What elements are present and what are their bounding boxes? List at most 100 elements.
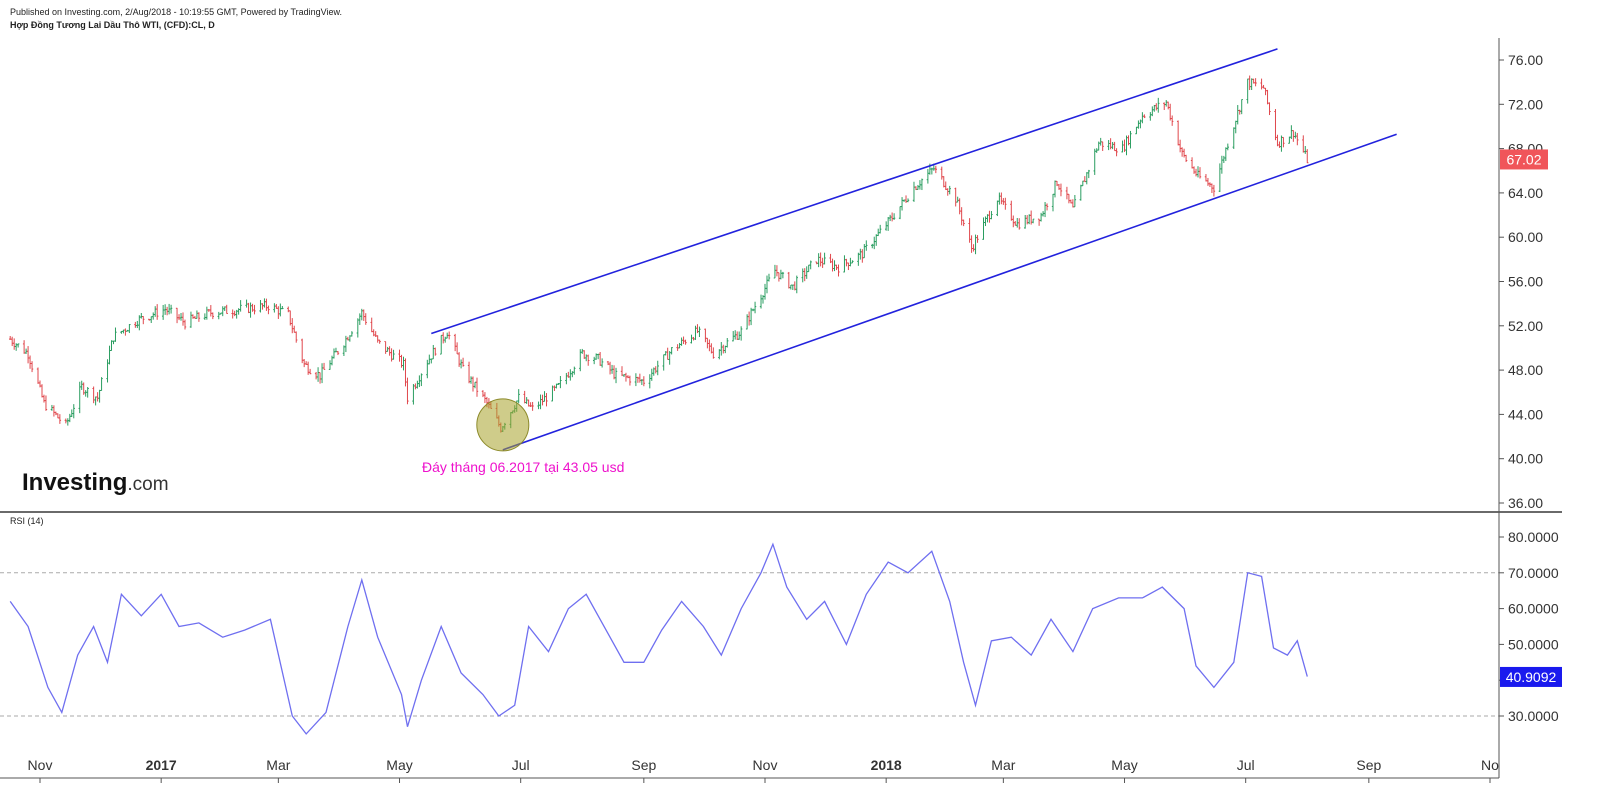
candle bbox=[984, 216, 987, 227]
candle bbox=[1224, 147, 1228, 162]
candle bbox=[1246, 78, 1249, 104]
candle bbox=[712, 347, 715, 359]
time-tick-label: May bbox=[386, 757, 412, 773]
candle bbox=[1268, 102, 1271, 116]
candle bbox=[1212, 184, 1216, 197]
candle bbox=[531, 401, 534, 411]
candle bbox=[457, 352, 461, 367]
candle bbox=[1232, 127, 1235, 149]
time-tick-label: Nov bbox=[28, 757, 53, 773]
price-axis: 76.0072.0068.0064.0060.0056.0052.0048.00… bbox=[1499, 52, 1543, 511]
rsi-line bbox=[9, 542, 1308, 735]
last-price-label: 67.02 bbox=[1506, 151, 1541, 167]
candle bbox=[44, 395, 48, 411]
candle bbox=[1018, 218, 1021, 230]
candle bbox=[690, 334, 693, 344]
candle bbox=[100, 377, 103, 391]
candle bbox=[634, 373, 638, 387]
candle bbox=[608, 361, 612, 375]
candle bbox=[124, 328, 127, 336]
candle bbox=[612, 365, 616, 380]
candle bbox=[1220, 155, 1224, 174]
candle bbox=[1250, 78, 1253, 91]
candle bbox=[444, 336, 447, 343]
candle bbox=[432, 344, 435, 360]
candle bbox=[539, 394, 542, 410]
candle bbox=[318, 372, 322, 384]
candle bbox=[1073, 194, 1077, 208]
candle bbox=[569, 369, 572, 381]
candle bbox=[30, 361, 34, 373]
candle bbox=[614, 367, 618, 384]
candle bbox=[956, 196, 959, 203]
candle bbox=[177, 314, 181, 321]
candle bbox=[154, 306, 157, 317]
candle bbox=[859, 248, 862, 260]
candle bbox=[161, 304, 165, 320]
candle bbox=[253, 304, 256, 315]
svg-text:Investing.com: Investing.com bbox=[22, 469, 169, 496]
candle bbox=[92, 386, 95, 404]
candle bbox=[1236, 105, 1239, 125]
candle bbox=[350, 331, 354, 337]
price-tick-label: 44.00 bbox=[1508, 406, 1543, 422]
candle bbox=[819, 252, 822, 267]
candle bbox=[704, 328, 707, 343]
candle bbox=[551, 385, 554, 402]
rsi-series bbox=[9, 542, 1308, 735]
candle bbox=[1238, 109, 1241, 115]
candle bbox=[469, 376, 473, 384]
chart-header: Published on Investing.com, 2/Aug/2018 -… bbox=[10, 6, 342, 32]
candle bbox=[767, 273, 771, 282]
candle bbox=[211, 312, 215, 320]
time-tick-label: Nov bbox=[753, 757, 778, 773]
candle bbox=[726, 337, 729, 348]
candle bbox=[1274, 109, 1277, 141]
candle bbox=[316, 367, 320, 382]
price-tick-label: 76.00 bbox=[1508, 52, 1543, 68]
candle bbox=[1024, 215, 1027, 229]
candle bbox=[221, 306, 224, 317]
candle bbox=[628, 375, 632, 386]
price-tick-label: 36.00 bbox=[1508, 495, 1543, 511]
candle bbox=[1087, 169, 1090, 179]
candle bbox=[10, 336, 14, 347]
time-tick-label: Mar bbox=[991, 757, 1015, 773]
candle bbox=[656, 360, 659, 376]
candle bbox=[1115, 148, 1118, 157]
candle bbox=[900, 197, 904, 211]
candle bbox=[739, 326, 743, 341]
rsi-tick-label: 30.0000 bbox=[1508, 708, 1559, 724]
candle bbox=[998, 192, 1001, 205]
candle bbox=[1304, 146, 1307, 154]
candle bbox=[888, 214, 892, 222]
candle bbox=[293, 325, 296, 333]
candle bbox=[152, 312, 155, 320]
candle bbox=[795, 275, 798, 294]
candle bbox=[573, 366, 576, 375]
candle bbox=[642, 376, 646, 387]
candle bbox=[789, 284, 793, 290]
candle bbox=[807, 264, 810, 273]
candle bbox=[972, 244, 975, 252]
candle bbox=[332, 348, 336, 359]
rsi-tick-label: 70.0000 bbox=[1508, 565, 1559, 581]
candle bbox=[384, 341, 387, 354]
candle bbox=[1085, 172, 1088, 185]
candle bbox=[587, 354, 590, 366]
candle bbox=[1280, 135, 1283, 152]
candle bbox=[308, 368, 312, 375]
time-tick-label: 2018 bbox=[871, 757, 902, 773]
candle bbox=[150, 316, 153, 323]
price-tick-label: 52.00 bbox=[1508, 318, 1543, 334]
candle bbox=[1125, 135, 1128, 156]
candle bbox=[378, 339, 381, 344]
candle bbox=[195, 310, 199, 319]
candle bbox=[1178, 139, 1182, 153]
candle bbox=[1051, 193, 1055, 212]
price-tick-label: 60.00 bbox=[1508, 229, 1543, 245]
candle bbox=[263, 298, 266, 308]
candle bbox=[16, 343, 20, 348]
candle bbox=[781, 271, 785, 279]
